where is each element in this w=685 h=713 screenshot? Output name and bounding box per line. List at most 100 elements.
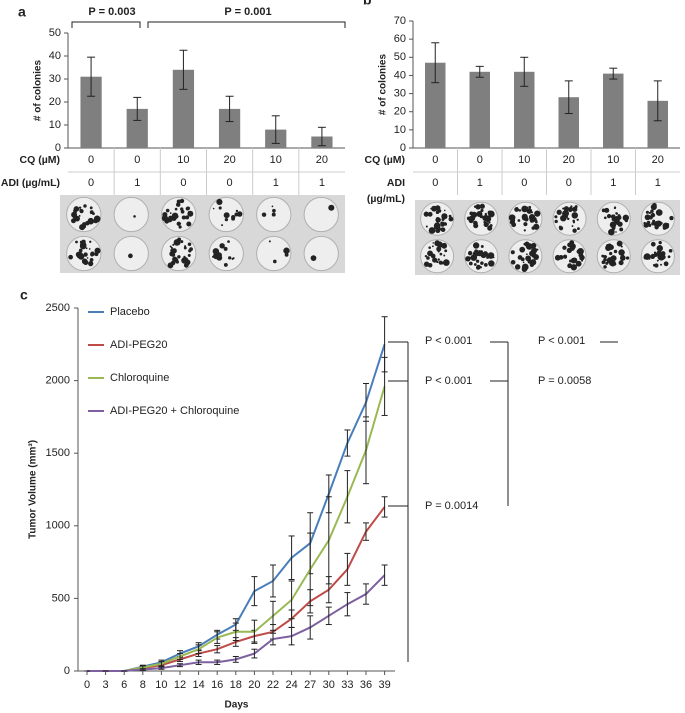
colony [536, 248, 539, 251]
x-tick-label: 33 [341, 679, 353, 691]
colony [437, 258, 440, 261]
colony [606, 257, 614, 264]
row-label: ADI (µg/mL) [1, 177, 60, 189]
colony [643, 254, 647, 257]
colony [426, 256, 430, 260]
colony [616, 240, 623, 247]
panel-label: b [363, 0, 372, 8]
colony [521, 213, 528, 220]
colony [271, 212, 276, 217]
colony [651, 222, 655, 226]
colony [609, 221, 617, 229]
colony [523, 242, 527, 246]
colony [174, 207, 178, 211]
y-axis-label: # of colonies [378, 54, 389, 116]
colony [172, 243, 175, 246]
y-tick-label: 2000 [46, 375, 70, 387]
colony [283, 247, 290, 254]
row-value: 1 [134, 177, 140, 189]
colony [647, 223, 652, 227]
colony [473, 214, 476, 217]
colony [187, 210, 190, 213]
y-tick-label: 40 [394, 69, 406, 81]
row-value: 10 [518, 154, 530, 166]
colony [310, 255, 317, 261]
colony [563, 254, 568, 259]
colony [81, 258, 88, 265]
colony [437, 250, 440, 253]
colony [89, 240, 92, 243]
colony [448, 216, 454, 222]
error-bar [363, 383, 369, 422]
row-value: 0 [566, 177, 572, 189]
colony [567, 242, 572, 248]
x-axis-label: Days [225, 700, 249, 711]
bar [469, 71, 490, 148]
x-tick-label: 22 [267, 679, 279, 691]
error-bar [288, 626, 295, 646]
y-tick-label: 10 [49, 119, 61, 131]
colony [467, 250, 473, 256]
bar [603, 73, 624, 148]
row-value: 20 [223, 154, 235, 166]
y-tick-label: 50 [49, 27, 61, 39]
legend-label: Chloroquine [110, 372, 169, 384]
error-bar [344, 592, 351, 617]
colony-photo [60, 195, 345, 273]
colony [428, 246, 431, 249]
colony [439, 252, 443, 256]
colony [646, 220, 651, 225]
colony [220, 202, 222, 205]
colony [484, 212, 488, 216]
row-value: 1 [610, 177, 616, 189]
colony [183, 262, 189, 268]
colony [78, 248, 83, 253]
colony [570, 257, 577, 264]
colony [562, 210, 570, 217]
colony [175, 202, 181, 207]
error-bar [325, 496, 332, 585]
error-bar [270, 632, 276, 646]
row-value: 0 [227, 177, 233, 189]
colony [271, 205, 274, 208]
colony [236, 211, 243, 217]
bar [558, 97, 579, 148]
y-tick-label: 50 [394, 51, 406, 63]
colony [622, 214, 630, 221]
colony [656, 259, 659, 262]
colony [187, 253, 191, 257]
x-tick-label: 20 [248, 679, 260, 691]
colony [235, 209, 239, 213]
colony [179, 222, 182, 225]
row-value: 10 [270, 154, 282, 166]
well [113, 196, 149, 233]
colony [566, 217, 570, 221]
bar [218, 108, 241, 148]
colony-photo [415, 200, 680, 275]
colony [86, 257, 89, 259]
colony [432, 257, 438, 263]
colony [562, 245, 567, 250]
colony [425, 225, 428, 228]
colony [653, 251, 657, 254]
y-tick-label: 0 [55, 142, 61, 154]
colony [490, 262, 494, 266]
colony [227, 240, 230, 243]
colony [525, 206, 529, 209]
colony [571, 212, 579, 219]
colony [571, 225, 574, 228]
row-value: 1 [655, 177, 661, 189]
error-bar [317, 126, 326, 147]
colony [78, 253, 85, 260]
colony [476, 264, 481, 270]
colony [78, 214, 81, 217]
error-bar [195, 644, 202, 655]
y-tick-label: 30 [394, 87, 406, 99]
colony [183, 246, 187, 250]
error-bar [288, 580, 295, 620]
error-bar [177, 663, 183, 668]
colony [509, 219, 515, 225]
row-value: 0 [432, 154, 438, 166]
colony [88, 248, 91, 250]
